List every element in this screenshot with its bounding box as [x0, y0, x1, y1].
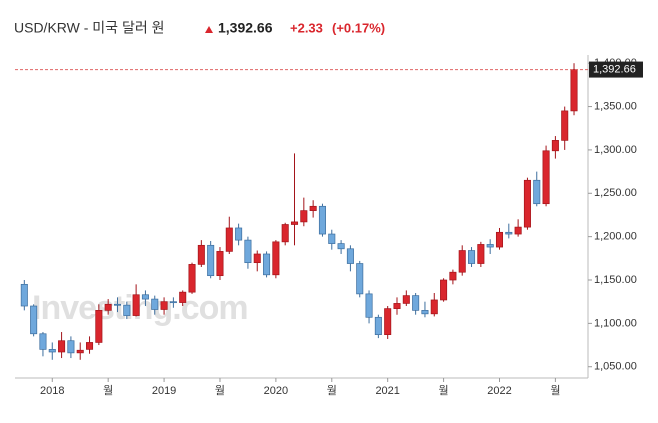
candle-body — [132, 294, 140, 316]
candle-body — [346, 248, 354, 264]
watermark: Investing.com — [32, 289, 248, 327]
candle-body — [197, 244, 205, 265]
y-tick-label: 1,150.00 — [594, 274, 637, 286]
candle-body — [235, 227, 243, 241]
candle-body — [514, 226, 522, 235]
candle-body — [384, 308, 392, 335]
candle-body — [477, 244, 485, 264]
last-price-box — [589, 61, 643, 78]
candle-body — [216, 251, 224, 277]
y-tick-label: 1,250.00 — [594, 187, 637, 199]
candle-body — [151, 298, 159, 310]
candle-body — [169, 301, 177, 304]
candle-body — [533, 179, 541, 205]
x-tick-label: 월 — [103, 384, 113, 397]
candle-body — [179, 291, 187, 303]
candle-body — [570, 69, 578, 112]
symbol: USD/KRW - 미국 달러 원 — [14, 20, 164, 36]
y-tick-label: 1,100.00 — [594, 317, 637, 329]
candle-body — [20, 283, 28, 307]
candle-body — [272, 241, 280, 276]
candle-body — [365, 293, 373, 318]
candle-body — [76, 349, 84, 354]
change: +2.33 — [290, 20, 323, 35]
y-tick-label: 1,300.00 — [594, 144, 637, 156]
candle-body — [458, 250, 466, 273]
candle-body — [374, 316, 382, 335]
candle-body — [141, 294, 149, 300]
candle-body — [160, 301, 168, 310]
x-tick-label: 월 — [327, 384, 337, 397]
x-tick-label: 월 — [439, 384, 449, 397]
candle-body — [39, 333, 47, 350]
candle-body — [104, 303, 112, 311]
candle-body — [505, 231, 513, 235]
candle-body — [244, 239, 252, 264]
candle-body — [58, 340, 66, 353]
candle-body — [86, 342, 94, 350]
candle-body — [95, 310, 103, 343]
candle-body — [551, 140, 559, 152]
candle-body — [188, 264, 196, 293]
x-tick-label: 2021 — [375, 385, 399, 397]
last-price-label: 1,392.66 — [593, 63, 636, 75]
candle-body — [486, 244, 494, 248]
x-tick-label: 2020 — [264, 385, 288, 397]
candle-body — [495, 231, 504, 248]
candle-body — [393, 303, 401, 309]
candle-body — [468, 250, 476, 264]
up-arrow — [205, 26, 213, 33]
candle-body — [328, 233, 336, 244]
x-tick-label: 월 — [215, 384, 225, 397]
y-tick-label: 1,050.00 — [594, 361, 637, 373]
candle-body — [123, 304, 131, 316]
y-tick-label: 1,200.00 — [594, 231, 637, 243]
x-tick-label: 2019 — [152, 385, 176, 397]
candle-body — [542, 150, 550, 205]
x-tick-label: 2022 — [487, 385, 511, 397]
candle-body — [48, 349, 56, 353]
candle-body — [421, 310, 429, 315]
candle-body — [356, 263, 364, 295]
candle-body — [290, 221, 299, 225]
candle-body — [67, 340, 75, 354]
candle-body — [561, 110, 569, 141]
x-tick-label: 월 — [550, 384, 560, 397]
candle-body — [318, 205, 326, 235]
candle-body — [523, 179, 531, 228]
y-tick-label: 1,350.00 — [594, 100, 637, 112]
candle-body — [225, 227, 233, 252]
candle-body — [30, 305, 38, 335]
candle-body — [309, 205, 317, 211]
candle-body — [253, 253, 261, 264]
candle-body — [207, 244, 215, 277]
candle-body — [113, 303, 122, 306]
candle-body — [263, 253, 271, 276]
candle-body — [337, 243, 345, 250]
candle-body — [449, 271, 457, 281]
candle-body — [281, 224, 289, 243]
candle-body — [430, 299, 438, 315]
candle-body — [440, 279, 448, 301]
candle-body — [300, 210, 308, 223]
change-pct: (+0.17%) — [332, 20, 385, 35]
price: 1,392.66 — [218, 20, 273, 36]
candle-body — [402, 295, 410, 304]
candle-body — [412, 295, 420, 311]
x-tick-label: 2018 — [40, 385, 64, 397]
